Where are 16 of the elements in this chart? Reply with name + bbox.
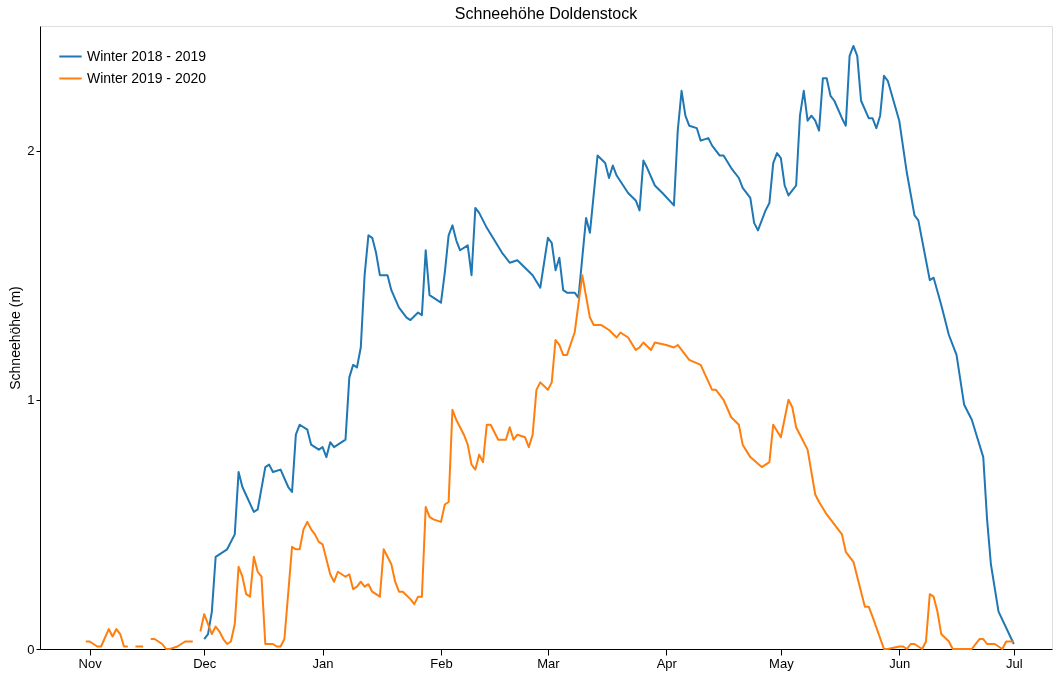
y-tick-label: 2 xyxy=(27,143,35,159)
x-tick-label: May xyxy=(769,655,795,671)
x-tick-label: Jul xyxy=(1006,655,1023,671)
x-tick-label: Jan xyxy=(312,655,334,671)
chart-title: Schneehöhe Doldenstock xyxy=(454,5,639,22)
x-tick-label: Feb xyxy=(430,655,453,671)
legend-label: Winter 2018 - 2019 xyxy=(87,47,207,64)
x-tick-label: Dec xyxy=(193,655,217,671)
y-tick-label: 0 xyxy=(27,641,35,657)
x-tick-label: Nov xyxy=(78,655,103,671)
y-tick-label: 1 xyxy=(27,392,35,408)
x-tick-label: Mar xyxy=(537,655,561,671)
x-tick-label: Jun xyxy=(889,655,911,671)
legend-label: Winter 2019 - 2020 xyxy=(87,69,207,86)
x-tick-label: Apr xyxy=(656,655,678,671)
y-axis-title: Schneehöhe (m) xyxy=(7,286,24,390)
